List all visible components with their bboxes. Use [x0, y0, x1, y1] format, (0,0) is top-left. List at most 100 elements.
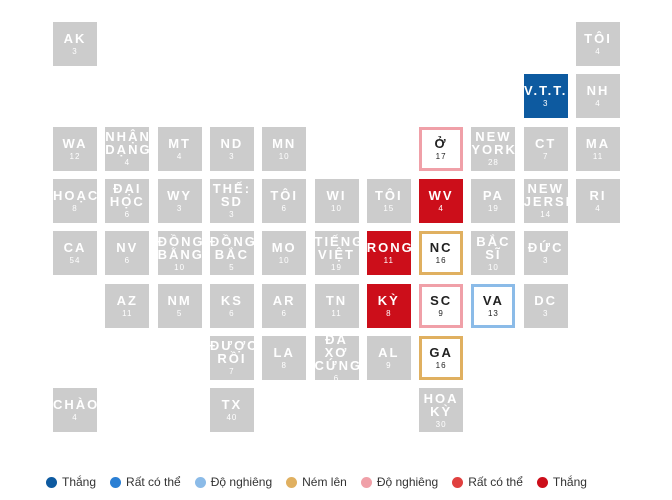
state-tile: CHÀO 4 [53, 388, 100, 433]
state-tile: DC 3 [523, 283, 568, 328]
state-label: TIẾNG VIỆT [314, 233, 365, 262]
state-votes: 4 [176, 151, 183, 161]
state-tile: CT 7 [523, 126, 568, 171]
state-tile: WV 4 [419, 178, 464, 223]
state-tile: PA 19 [471, 178, 516, 223]
legend-swatch [286, 476, 298, 488]
state-votes: 12 [69, 151, 81, 161]
legend-swatch [452, 476, 464, 488]
state-tile: AR 6 [262, 283, 307, 328]
legend-swatch [536, 476, 548, 488]
state-votes: 17 [435, 151, 447, 161]
state-label: WI [326, 187, 347, 203]
state-label: Ở [434, 135, 448, 151]
state-tile: TÔI 6 [262, 178, 307, 223]
state-label: RI [589, 187, 607, 203]
state-tile: MA 11 [576, 126, 620, 171]
state-label: CT [535, 135, 557, 151]
state-tile: BẮC SĨ 10 [471, 231, 516, 276]
state-label: NHẬN DẠNG [105, 129, 152, 158]
state-label: ND [220, 135, 244, 151]
state-tile: TÔI 4 [576, 22, 620, 66]
state-label: AK [63, 31, 87, 46]
legend-label: Thắng [62, 475, 97, 489]
state-label: WA [62, 135, 88, 151]
state-tile: HOẠC 8 [53, 178, 100, 223]
state-label: MA [585, 135, 611, 151]
state-votes: 6 [124, 210, 131, 220]
state-tile: MT 4 [157, 126, 202, 171]
state-tile: TN 11 [314, 283, 359, 328]
state-votes: 3 [176, 203, 183, 213]
legend-label: Rất có thể [468, 475, 523, 489]
state-votes: 3 [229, 151, 235, 161]
state-tile: NHẬN DẠNG 4 [105, 126, 152, 171]
state-label: ĐỒNG BẮC [209, 233, 257, 262]
state-label: TN [325, 292, 348, 308]
legend-item: Độ nghiêng [194, 475, 272, 489]
state-votes: 11 [383, 256, 394, 266]
state-label: KS [220, 292, 243, 308]
state-tile: AZ 11 [105, 283, 150, 328]
state-votes: 9 [386, 360, 392, 370]
state-votes: 4 [595, 203, 601, 213]
state-tile: NC 16 [419, 231, 464, 276]
state-votes: 6 [333, 373, 340, 383]
legend-item: Rất có thể [452, 475, 523, 489]
state-votes: 3 [72, 47, 78, 56]
state-tile: Ở 17 [419, 126, 464, 171]
state-label: DC [534, 292, 558, 308]
state-votes: 7 [542, 151, 549, 161]
state-label: GA [429, 344, 453, 360]
state-votes: 15 [383, 203, 395, 213]
state-tile: MN 10 [262, 126, 307, 171]
state-label: NM [167, 292, 192, 308]
state-tile: ĐỒNG BẰNG 10 [157, 231, 205, 276]
state-votes: 3 [229, 210, 235, 220]
state-votes: 6 [124, 256, 131, 266]
legend-item: Rất có thể [110, 475, 181, 489]
state-votes: 10 [174, 262, 186, 272]
state-label: ĐỒNG BẰNG [157, 233, 205, 262]
state-label: HOA KỲ [423, 390, 459, 419]
state-tile: NM 5 [157, 283, 202, 328]
state-label: ĐẠI HỌC [109, 181, 145, 210]
state-tile: ĐỨC 3 [523, 231, 568, 276]
state-votes: 8 [72, 203, 78, 213]
state-votes: 19 [331, 262, 342, 272]
state-votes: 4 [124, 158, 131, 168]
state-votes: 5 [229, 262, 235, 272]
legend-swatch [46, 476, 57, 488]
state-label: HOẠC [53, 187, 100, 203]
state-tile: VA 13 [471, 283, 516, 328]
state-tile: ĐƯỢC RỒI 7 [209, 335, 257, 380]
state-votes: 4 [72, 413, 78, 423]
state-votes: 10 [487, 262, 499, 272]
state-label: V.T.T. [524, 83, 568, 99]
state-label: TX [221, 397, 243, 413]
state-label: ĐA XƠ CỨNG [314, 331, 363, 373]
state-label: NEW YORK [471, 129, 517, 158]
state-votes: 3 [542, 99, 549, 109]
state-votes: 19 [487, 203, 499, 213]
state-votes: 6 [281, 308, 287, 318]
legend-label: Độ nghiêng [376, 475, 439, 489]
state-tile: V.T.T. 3 [523, 74, 568, 119]
legend-swatch [110, 476, 122, 488]
legend-label: Ném lên [302, 475, 347, 489]
state-label: CHÀO [53, 397, 100, 413]
state-tile: AK 3 [53, 22, 97, 66]
state-tile: NEW JERSEY 14 [523, 178, 585, 223]
state-tile: NV 6 [105, 231, 150, 276]
state-label: AR [272, 292, 296, 308]
state-votes: 3 [542, 308, 549, 318]
state-label: MN [272, 135, 297, 151]
state-tile: KỲ 8 [366, 283, 411, 328]
legend-label: Rất có thể [126, 475, 181, 489]
state-votes: 4 [595, 47, 601, 56]
state-label: RONG [366, 240, 414, 256]
state-label: CA [63, 240, 87, 256]
state-tile: KS 6 [209, 283, 254, 328]
state-votes: 8 [281, 360, 287, 370]
